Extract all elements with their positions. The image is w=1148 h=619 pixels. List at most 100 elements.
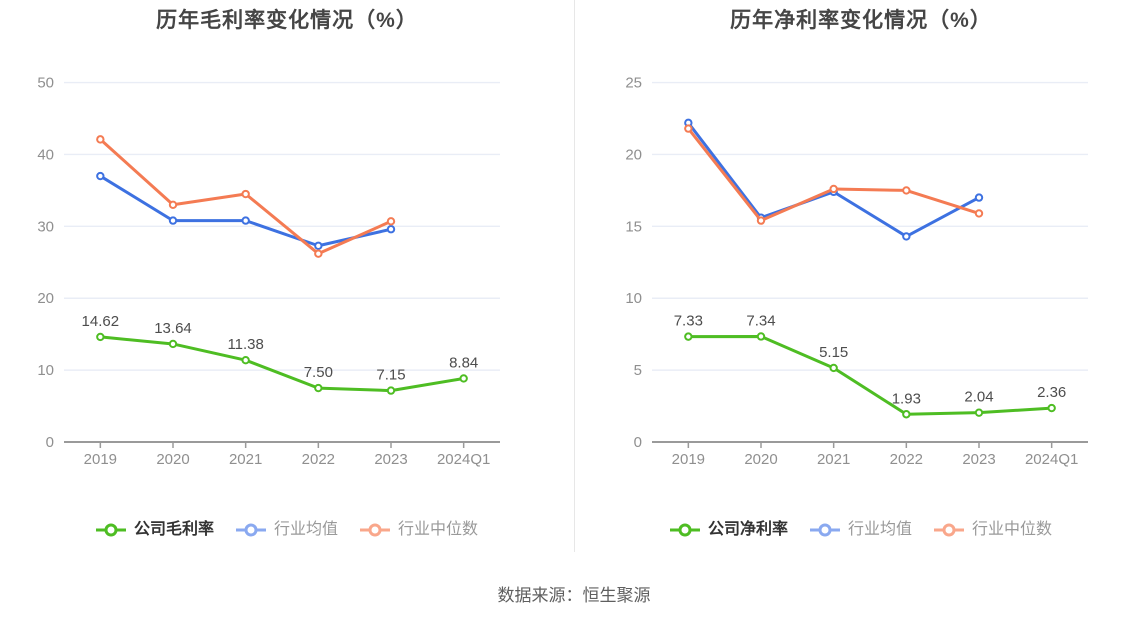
value-label: 1.93 bbox=[892, 390, 921, 407]
y-tick-label: 50 bbox=[37, 75, 54, 92]
y-tick-label: 20 bbox=[625, 146, 642, 163]
data-point-marker bbox=[241, 189, 250, 199]
y-tick-label: 10 bbox=[625, 290, 642, 307]
legend-label: 行业中位数 bbox=[972, 521, 1053, 538]
y-tick-label: 40 bbox=[37, 146, 54, 163]
legend-line-marker-icon bbox=[360, 523, 390, 537]
gross-margin-chart-title: 历年毛利率变化情况（%） bbox=[156, 9, 418, 32]
legend-item-1[interactable]: 行业均值 bbox=[235, 521, 338, 538]
value-label: 7.33 bbox=[674, 313, 703, 330]
x-tick-label: 2020 bbox=[744, 451, 777, 468]
legend-item-0[interactable]: 公司毛利率 bbox=[95, 521, 214, 538]
data-point-marker bbox=[168, 216, 178, 225]
x-tick-label: 2021 bbox=[817, 451, 850, 468]
value-label: 8.84 bbox=[449, 354, 478, 371]
x-tick-label: 2023 bbox=[962, 451, 995, 468]
data-point-marker bbox=[684, 124, 693, 133]
legend-line-marker-icon bbox=[934, 523, 964, 537]
data-point-marker bbox=[96, 332, 105, 342]
legend-line-marker-icon bbox=[95, 523, 126, 537]
value-label: 2.04 bbox=[964, 389, 993, 406]
y-tick-label: 30 bbox=[37, 218, 54, 235]
x-tick-label: 2024Q1 bbox=[1025, 451, 1078, 468]
gross-margin-chart-panel: 历年毛利率变化情况（%） 0 10 20 30 40 50 2019 2020 2021 2022… bbox=[0, 0, 574, 552]
data-point-marker bbox=[974, 193, 984, 202]
series-line-1 bbox=[98, 174, 393, 248]
value-label: 14.62 bbox=[82, 313, 120, 330]
x-tick-label: 2021 bbox=[229, 451, 262, 468]
legend-line-marker-icon bbox=[669, 523, 700, 537]
data-point-marker bbox=[96, 171, 105, 181]
value-label: 13.64 bbox=[154, 320, 192, 337]
series-line-1 bbox=[686, 121, 981, 238]
net-margin-plot: 0 5 10 15 20 25 2019 2020 2021 2022 2023 2024Q1 7.33… bbox=[625, 75, 1088, 468]
legend-line-marker-icon bbox=[809, 523, 840, 537]
x-tick-label: 2022 bbox=[302, 451, 335, 468]
value-label: 7.34 bbox=[746, 312, 775, 329]
legend-label: 公司净利率 bbox=[707, 521, 788, 538]
y-tick-label: 15 bbox=[625, 218, 642, 235]
value-label: 2.36 bbox=[1037, 384, 1066, 401]
data-point-marker bbox=[96, 135, 105, 144]
y-tick-label: 0 bbox=[634, 434, 642, 451]
value-label: 11.38 bbox=[227, 336, 263, 353]
net-margin-legend: 公司净利率 行业均值 行业中位数 bbox=[574, 515, 1148, 545]
gross-margin-plot: 0 10 20 30 40 50 2019 2020 2021 2022 2023 2024Q1 14.… bbox=[37, 75, 500, 468]
legend-item-0[interactable]: 公司净利率 bbox=[669, 521, 788, 538]
charts-row: 历年毛利率变化情况（%） 0 10 20 30 40 50 2019 2020 2021 2022… bbox=[0, 0, 1148, 552]
data-point-marker bbox=[386, 225, 396, 234]
series-line-0 bbox=[686, 334, 1054, 416]
data-point-marker bbox=[902, 232, 911, 241]
data-point-marker bbox=[314, 241, 323, 250]
legend-label: 公司毛利率 bbox=[133, 521, 214, 538]
data-point-marker bbox=[386, 386, 396, 395]
data-point-marker bbox=[756, 332, 766, 341]
legend-label: 行业均值 bbox=[847, 521, 912, 538]
data-point-marker bbox=[459, 374, 468, 383]
data-point-marker bbox=[314, 383, 323, 393]
series-line-2 bbox=[686, 127, 981, 223]
x-tick-label: 2020 bbox=[156, 451, 189, 468]
data-source-note: 数据来源：恒生聚源 bbox=[497, 586, 651, 605]
x-tick-label: 2019 bbox=[672, 451, 705, 468]
value-label: 7.15 bbox=[376, 367, 405, 384]
data-point-marker bbox=[829, 184, 838, 194]
y-tick-label: 0 bbox=[46, 434, 54, 451]
series-line-0 bbox=[98, 335, 466, 393]
legend-label: 行业均值 bbox=[273, 521, 338, 538]
data-point-marker bbox=[241, 356, 250, 365]
data-point-marker bbox=[241, 216, 250, 225]
x-tick-label: 2022 bbox=[890, 451, 923, 468]
data-point-marker bbox=[168, 200, 178, 209]
panel-divider bbox=[574, 0, 575, 552]
data-point-marker bbox=[756, 216, 766, 225]
y-tick-label: 20 bbox=[37, 290, 54, 307]
data-point-marker bbox=[902, 410, 911, 419]
data-point-marker bbox=[902, 186, 911, 195]
y-tick-label: 5 bbox=[634, 362, 642, 379]
legend-item-2[interactable]: 行业中位数 bbox=[934, 522, 1052, 538]
data-point-marker bbox=[829, 363, 838, 373]
y-tick-label: 25 bbox=[625, 75, 642, 92]
value-label: 7.50 bbox=[304, 364, 333, 381]
data-point-marker bbox=[974, 209, 984, 218]
x-tick-label: 2024Q1 bbox=[437, 451, 490, 468]
legend-item-2[interactable]: 行业中位数 bbox=[360, 522, 478, 538]
net-margin-chart-title: 历年净利率变化情况（%） bbox=[730, 9, 992, 32]
data-point-marker bbox=[974, 408, 984, 417]
net-margin-chart-panel: 历年净利率变化情况（%） 0 5 10 15 20 25 2019 2020 2021 2022 2… bbox=[574, 0, 1148, 552]
data-point-marker bbox=[684, 332, 693, 341]
data-point-marker bbox=[386, 217, 396, 226]
data-point-marker bbox=[168, 339, 178, 349]
y-tick-label: 10 bbox=[37, 362, 54, 379]
legend-item-1[interactable]: 行业均值 bbox=[809, 521, 912, 538]
x-tick-label: 2019 bbox=[84, 451, 117, 468]
legend-label: 行业中位数 bbox=[398, 521, 479, 538]
data-point-marker bbox=[314, 249, 323, 258]
data-point-marker bbox=[1047, 403, 1056, 413]
gross-margin-legend: 公司毛利率 行业均值 行业中位数 bbox=[0, 515, 574, 545]
value-label: 5.15 bbox=[819, 344, 848, 361]
x-tick-label: 2023 bbox=[374, 451, 407, 468]
legend-line-marker-icon bbox=[235, 523, 266, 537]
